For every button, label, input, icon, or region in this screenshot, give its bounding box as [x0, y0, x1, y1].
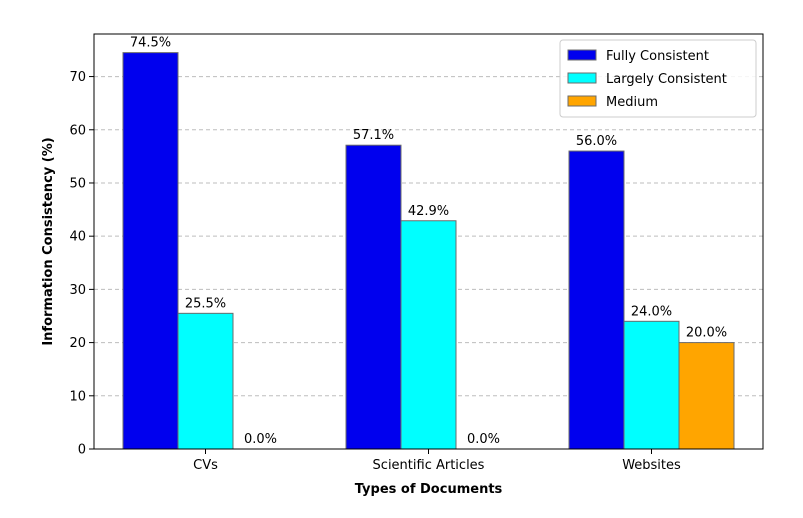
y-axis: 0 10 20 30 40 50 60 70 — [69, 70, 94, 458]
y-tick-label: 60 — [69, 123, 86, 138]
data-labels: 74.5% 25.5% 0.0% 57.1% 42.9% 0.0% 56.0% 24.0% 20… — [130, 36, 727, 447]
bar — [122, 52, 179, 450]
legend-swatch — [567, 49, 597, 61]
y-tick-label: 70 — [69, 70, 86, 85]
x-tick-label: Scientific Articles — [373, 458, 485, 473]
y-tick-label: 20 — [69, 336, 86, 351]
bar-value-label: 57.1% — [353, 128, 394, 143]
y-tick-label: 50 — [69, 176, 86, 191]
bar-value-label: 56.0% — [576, 134, 617, 149]
bar — [345, 144, 402, 450]
bar — [400, 220, 457, 450]
bar — [568, 150, 625, 450]
bars — [122, 52, 735, 450]
legend-box — [559, 39, 757, 118]
x-tick-label: CVs — [193, 458, 218, 473]
bar — [623, 320, 680, 450]
bar-value-label: 24.0% — [631, 304, 672, 319]
bar-value-label: 0.0% — [244, 432, 277, 447]
legend-label: Largely Consistent — [606, 72, 727, 87]
legend-swatch — [567, 72, 597, 84]
bar — [678, 342, 735, 450]
bar-value-label: 0.0% — [467, 432, 500, 447]
legend-label: Medium — [606, 95, 658, 110]
bar-value-label: 74.5% — [130, 36, 171, 51]
x-axis: CVs Scientific Articles Websites — [193, 449, 681, 473]
y-tick-label: 30 — [69, 283, 86, 298]
y-tick-label: 10 — [69, 389, 86, 404]
bar — [177, 312, 234, 450]
bar-value-label: 20.0% — [686, 326, 727, 341]
bar-value-label: 42.9% — [408, 204, 449, 219]
bar-value-label: 25.5% — [185, 296, 226, 311]
legend: Fully Consistent Largely Consistent Medium — [559, 39, 757, 118]
legend-swatch — [567, 95, 597, 107]
y-tick-label: 40 — [69, 230, 86, 245]
y-tick-label: 0 — [78, 443, 86, 458]
y-axis-title: Information Consistency (%) — [41, 137, 56, 345]
legend-label: Fully Consistent — [606, 49, 709, 64]
x-tick-label: Websites — [622, 458, 681, 473]
x-axis-title: Types of Documents — [355, 482, 503, 497]
